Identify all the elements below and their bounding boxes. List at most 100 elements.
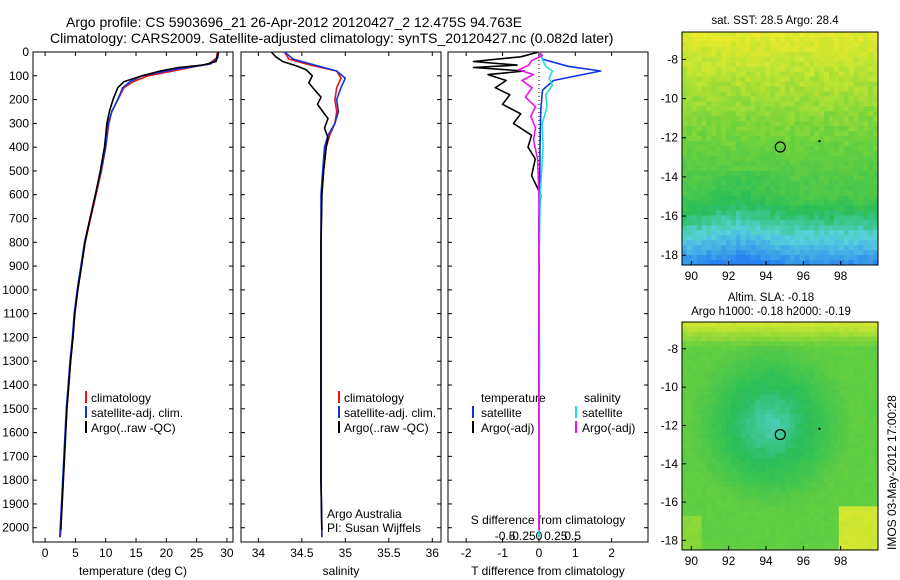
map-cell <box>780 472 786 478</box>
map-cell <box>721 530 727 536</box>
map-cell <box>794 326 800 333</box>
map-cell <box>838 486 845 493</box>
map-cell <box>829 346 835 352</box>
map-cell <box>833 351 840 357</box>
map-cell <box>863 101 869 107</box>
map-cell <box>848 433 854 439</box>
map-cell <box>740 150 747 157</box>
map-cell <box>843 530 849 536</box>
map-cell <box>686 81 693 87</box>
map-cell <box>706 448 712 454</box>
map-cell <box>682 530 688 536</box>
legend-label-temp-argo: Argo(-adj) <box>481 421 534 435</box>
map-cell <box>794 101 800 107</box>
map-cell <box>863 66 869 73</box>
map-cell <box>682 220 688 226</box>
map-cell <box>794 146 800 152</box>
map-cell <box>716 462 722 468</box>
map-cell <box>814 351 820 357</box>
map-cell <box>731 91 737 97</box>
map-cell <box>824 146 830 152</box>
map-cell <box>726 428 732 434</box>
map-cell <box>721 322 727 328</box>
map-cell <box>829 81 835 87</box>
map-cell <box>691 506 698 512</box>
map-cell <box>829 496 835 502</box>
map-cell <box>740 365 747 371</box>
map-cell <box>848 96 854 102</box>
map-cell <box>731 255 737 261</box>
map-cell <box>735 506 742 512</box>
map-cell <box>848 160 854 167</box>
map-cell <box>833 394 840 401</box>
map-cell <box>696 360 702 367</box>
map-cell <box>799 423 805 430</box>
map-cell <box>863 428 869 434</box>
map-cell <box>838 482 845 488</box>
map-cell <box>696 240 702 246</box>
map-cell <box>784 491 791 498</box>
map-cell <box>809 200 815 206</box>
map-cell <box>829 46 835 53</box>
map-cell <box>770 126 776 132</box>
map-cell <box>775 81 781 87</box>
map-cell <box>701 336 707 342</box>
map-cell <box>873 409 879 415</box>
map-cell <box>794 230 800 236</box>
map-cell <box>765 260 771 266</box>
map-cell <box>711 230 717 236</box>
map-cell <box>848 438 854 444</box>
map-cell <box>731 155 737 162</box>
map-cell <box>726 511 732 517</box>
x-tick-label: 0 <box>42 546 49 560</box>
map-cell <box>682 36 688 43</box>
map-cell <box>750 351 756 357</box>
map-cell <box>858 46 864 53</box>
map-cell <box>775 428 781 434</box>
map-cell <box>780 326 786 333</box>
map-cell <box>711 91 717 97</box>
y-tick-label: 1200 <box>2 330 29 344</box>
map-cell <box>750 81 756 87</box>
map-cell <box>863 409 869 415</box>
map-cell <box>838 331 845 337</box>
map-cell <box>740 419 747 425</box>
map-cell <box>868 477 874 483</box>
map-cell <box>833 462 840 468</box>
map-cell <box>686 116 693 122</box>
map-cell <box>706 106 712 112</box>
map-cell <box>780 205 786 211</box>
map-cell <box>745 116 751 122</box>
map-cell <box>745 482 751 488</box>
map-cell <box>711 116 717 122</box>
map-cell <box>706 146 712 152</box>
map-cell <box>775 545 781 551</box>
map-cell <box>726 370 732 376</box>
map-cell <box>838 438 845 444</box>
map-cell <box>848 535 854 541</box>
map-cell <box>819 491 825 498</box>
map-cell <box>686 414 693 420</box>
map-cell <box>853 205 859 211</box>
map-cell <box>780 428 786 434</box>
map-cell <box>829 66 835 73</box>
map-cell <box>731 380 737 386</box>
map-cell <box>760 501 766 507</box>
map-cell <box>706 365 712 371</box>
map-cell <box>775 210 781 216</box>
map-cell <box>755 250 761 256</box>
map-cell <box>799 438 805 444</box>
map-cell <box>696 506 702 512</box>
map-cell <box>853 96 859 102</box>
map-cell <box>858 545 864 551</box>
map-cell <box>691 452 698 459</box>
map-cell <box>701 260 707 266</box>
map-cell <box>740 205 747 211</box>
map-cell <box>814 51 820 58</box>
map-cell <box>833 438 840 444</box>
map-cell <box>706 404 712 410</box>
map-cell <box>863 215 869 221</box>
map-cell <box>784 472 791 478</box>
map-cell <box>760 336 766 342</box>
x-tick-label: 30 <box>220 546 234 560</box>
